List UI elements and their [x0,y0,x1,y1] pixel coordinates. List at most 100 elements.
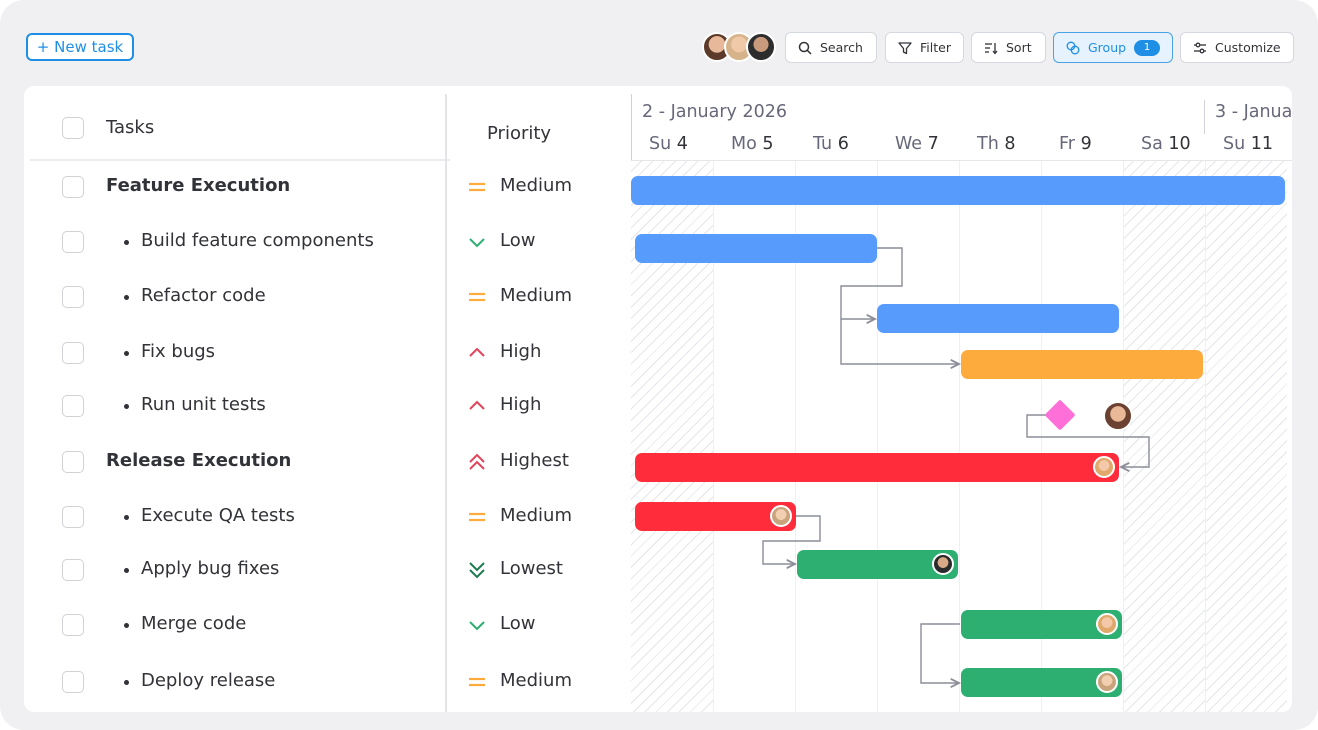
customize-label: Customize [1215,40,1281,55]
dependency-arrow [840,319,959,364]
select-all-checkbox[interactable] [62,117,84,139]
task-checkbox[interactable] [62,559,84,581]
task-timeline-bar[interactable] [877,304,1119,333]
priority-label[interactable]: Medium [500,285,572,306]
group-count-badge: 1 [1134,40,1160,56]
task-name[interactable]: Merge code [141,613,247,634]
task-timeline-bar[interactable] [797,550,958,579]
task-checkbox[interactable] [62,614,84,636]
month-label: 2 - January 2026 [642,102,788,122]
people-avatars[interactable] [702,32,778,62]
task-name[interactable]: Deploy release [141,670,276,691]
priority-label[interactable]: Highest [500,450,569,471]
priority-column-header[interactable]: Priority [487,123,552,144]
weekend-shading [1205,161,1287,712]
gantt-timeline: 2 - January 2026 3 - Janua Su 4 Mo 5 Tu 6 W… [631,86,1292,712]
priority-label[interactable]: Medium [500,505,572,526]
avatar[interactable] [746,32,776,62]
dependency-arrow [920,623,960,683]
timeline-header-divider [631,160,1292,161]
day-gridline [877,161,878,712]
priority-lowest-icon [467,560,487,580]
milestone-assignee-avatar[interactable] [1103,401,1133,431]
filter-icon [898,42,912,55]
task-name[interactable]: Release Execution [106,450,292,471]
priority-highest-icon [467,452,487,472]
search-button[interactable]: Search [785,32,877,63]
day-number: 11 [1250,134,1274,154]
task-name[interactable]: Apply bug fixes [141,558,280,579]
priority-label[interactable]: Lowest [500,558,563,579]
assignee-avatar[interactable] [770,505,792,527]
bullet-icon [124,568,129,573]
group-timeline-bar[interactable] [635,453,1119,482]
task-timeline-bar[interactable] [961,350,1203,379]
priority-label[interactable]: High [500,394,542,415]
day-of-week: Tu [813,134,833,154]
assignee-avatar[interactable] [932,553,954,575]
task-name[interactable]: Refactor code [141,285,266,306]
day-of-week: Mo [731,134,757,154]
day-label: We 7 [895,134,939,154]
priority-label[interactable]: Medium [500,175,572,196]
sort-label: Sort [1006,40,1032,55]
task-checkbox[interactable] [62,451,84,473]
day-number: 9 [1080,134,1092,154]
priority-label[interactable]: Medium [500,670,572,691]
dependency-arrow [762,515,821,564]
day-label: Tu 6 [813,134,849,154]
task-checkbox[interactable] [62,176,84,198]
task-name[interactable]: Build feature components [141,230,374,251]
priority-label[interactable]: Low [500,613,536,634]
bullet-icon [124,404,129,409]
search-label: Search [820,40,863,55]
tasks-column-header[interactable]: Tasks [106,117,155,138]
priority-high-icon [467,396,487,416]
priority-medium-icon [467,287,487,307]
day-number: 5 [762,134,774,154]
priority-low-icon [467,615,487,635]
day-label: Su 11 [1223,134,1273,154]
assignee-avatar[interactable] [1093,456,1115,478]
task-board: Tasks Priority Feature Execution Medium Bu… [24,86,1292,712]
sort-button[interactable]: Sort [971,32,1046,63]
day-gridline [959,161,960,712]
day-gridline [1205,161,1206,712]
group-button[interactable]: Group 1 [1053,32,1173,63]
task-timeline-bar[interactable] [961,610,1122,639]
task-timeline-bar[interactable] [635,234,877,263]
day-number: 4 [676,134,688,154]
day-number: 8 [1004,134,1016,154]
assignee-avatar[interactable] [1096,671,1118,693]
day-label: Su 4 [649,134,688,154]
filter-button[interactable]: Filter [885,32,964,63]
task-name[interactable]: Fix bugs [141,341,216,362]
task-name[interactable]: Execute QA tests [141,505,295,526]
timeline-left-border [631,94,632,160]
task-timeline-bar[interactable] [961,668,1122,697]
customize-button[interactable]: Customize [1180,32,1294,63]
priority-label[interactable]: High [500,341,542,362]
month-label: 3 - Janua [1215,102,1292,122]
task-checkbox[interactable] [62,231,84,253]
task-checkbox[interactable] [62,342,84,364]
task-timeline-bar[interactable] [635,502,796,531]
priority-low-icon [467,232,487,252]
new-task-button[interactable]: + New task [26,33,134,61]
priority-label[interactable]: Low [500,230,536,251]
task-checkbox[interactable] [62,671,84,693]
sort-icon [985,43,998,55]
bullet-icon [124,351,129,356]
task-checkbox[interactable] [62,506,84,528]
priority-high-icon [467,343,487,363]
priority-medium-icon [467,177,487,197]
task-name[interactable]: Run unit tests [141,394,266,415]
assignee-avatar[interactable] [1096,613,1118,635]
day-label: Sa 10 [1141,134,1191,154]
task-name[interactable]: Feature Execution [106,175,291,196]
task-checkbox[interactable] [62,395,84,417]
group-timeline-bar[interactable] [631,176,1285,205]
bullet-icon [124,623,129,628]
day-number: 10 [1168,134,1191,154]
task-checkbox[interactable] [62,286,84,308]
